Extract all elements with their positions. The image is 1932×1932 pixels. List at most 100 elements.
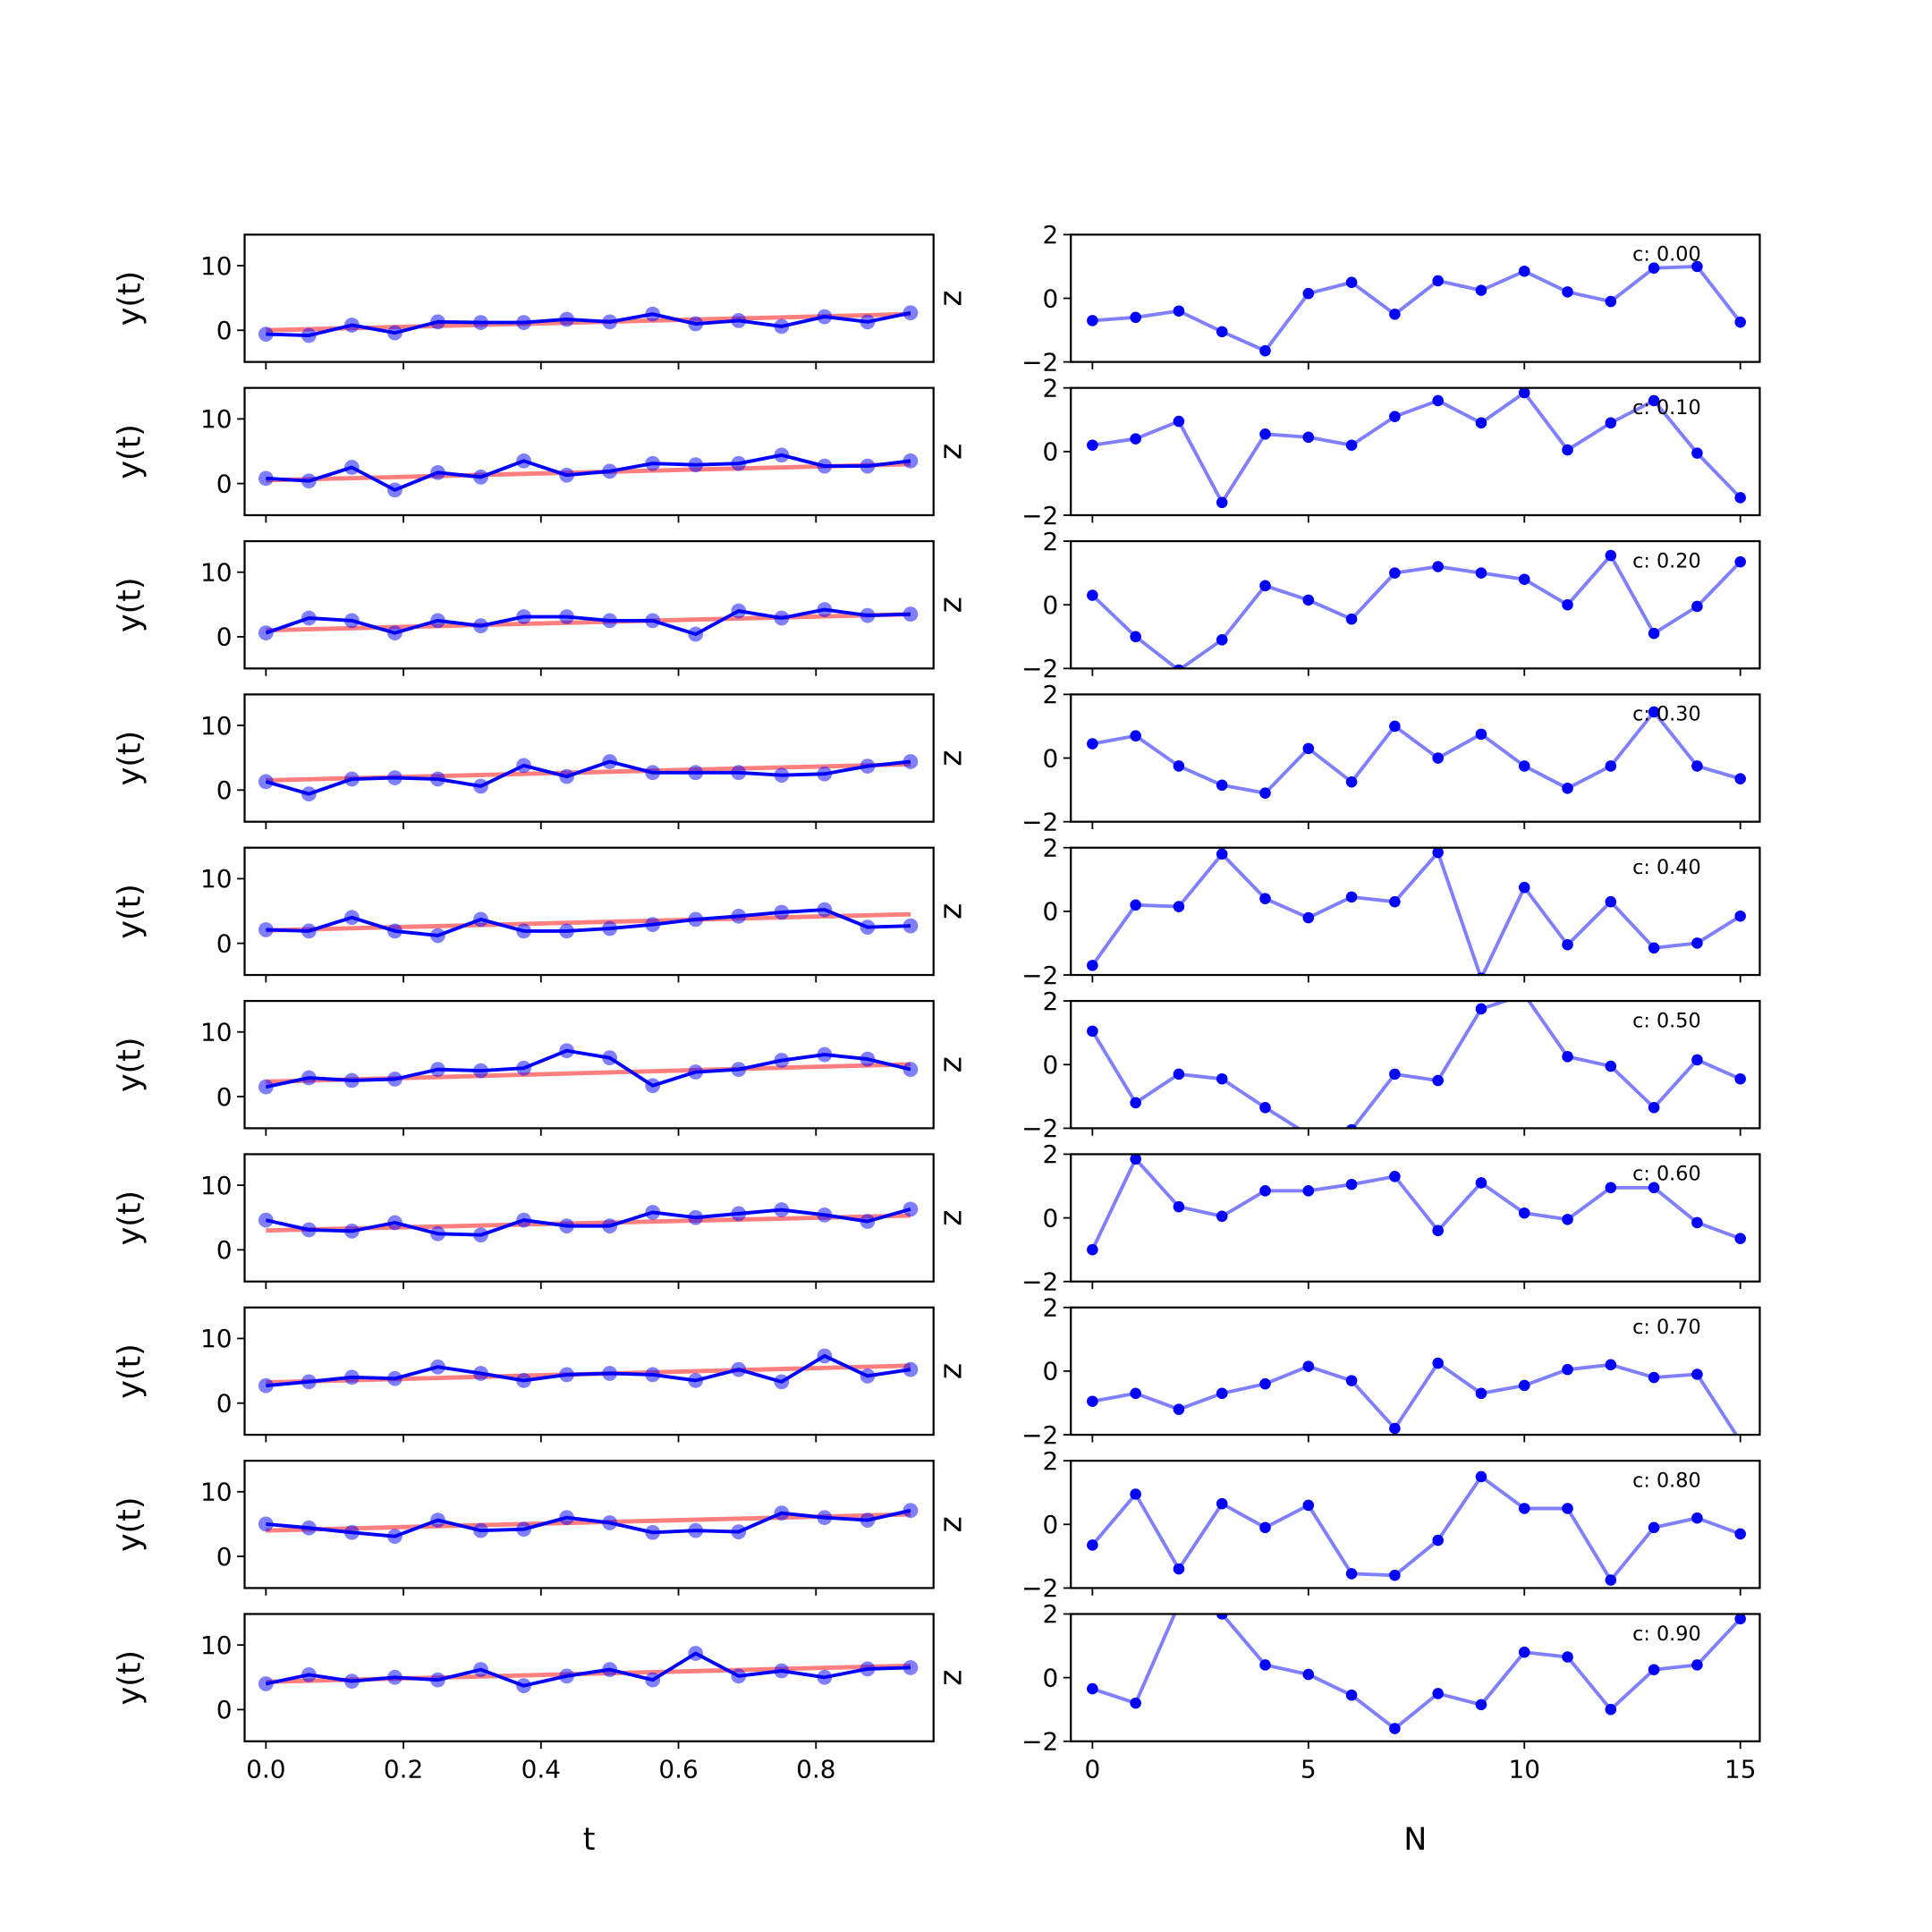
plot-area <box>258 754 919 802</box>
y-tick-label: 2 <box>1043 1293 1059 1323</box>
data-point <box>1475 284 1487 296</box>
data-point <box>1389 567 1401 579</box>
x-tick-label: 0.6 <box>658 1754 698 1784</box>
x-tick-label: 0.0 <box>246 1754 285 1784</box>
data-point <box>1259 893 1271 904</box>
y-tick-label: 2 <box>1043 987 1059 1016</box>
subplot: 0 10 y(t) <box>112 539 935 676</box>
data-point <box>1432 394 1444 407</box>
y-tick-label: 2 <box>1043 1599 1059 1629</box>
y-axis-label: y(t) <box>112 1037 148 1092</box>
data-point <box>1345 1568 1358 1580</box>
plot-area <box>1087 706 1746 799</box>
data-point <box>1734 1614 1746 1625</box>
data-point <box>1259 1521 1271 1534</box>
y-tick-label: 10 <box>200 557 233 587</box>
y-axis-label: z <box>933 903 969 919</box>
y-tick-label: 0 <box>1043 1357 1059 1386</box>
data-point <box>1087 1243 1098 1256</box>
plot-area <box>258 1348 919 1394</box>
y-tick-label: −2 <box>1021 347 1058 377</box>
y-tick-label: −2 <box>1021 1420 1058 1450</box>
data-point <box>1259 1659 1271 1671</box>
subplot: −2 0 2 z c: 0.80 <box>933 1446 1761 1603</box>
data-point <box>1648 394 1660 407</box>
axes-frame <box>243 233 935 363</box>
series-line <box>1090 851 1741 976</box>
data-point <box>1173 1563 1185 1575</box>
data-point <box>1216 848 1228 860</box>
data-point <box>1216 634 1228 646</box>
y-tick-label: 0 <box>1043 743 1059 773</box>
annotation: c: 0.40 <box>1632 856 1701 879</box>
y-tick-label: 2 <box>1043 373 1059 402</box>
data-point <box>902 1361 919 1377</box>
data-point <box>1648 262 1660 274</box>
series-line <box>1090 1001 1741 1129</box>
data-point <box>1087 315 1098 326</box>
axes-frame <box>1070 1613 1761 1742</box>
data-point <box>1518 1379 1530 1392</box>
data-point <box>1518 573 1530 585</box>
annotation: c: 0.90 <box>1632 1623 1701 1646</box>
data-point <box>1691 1659 1703 1671</box>
data-point <box>1734 492 1746 504</box>
y-tick-label: 0 <box>1043 897 1059 927</box>
axes-frame <box>243 693 935 823</box>
plot-area <box>1087 1357 1739 1436</box>
data-point <box>1518 760 1530 772</box>
data-point <box>1130 631 1141 643</box>
data-point <box>258 1079 274 1095</box>
y-tick-label: −2 <box>1021 654 1058 683</box>
plot-area <box>1087 549 1746 669</box>
data-point <box>1173 1068 1185 1080</box>
plot-area <box>258 1043 919 1095</box>
data-point <box>1605 417 1617 429</box>
data-point <box>1087 1682 1098 1695</box>
axes-frame <box>1070 999 1761 1130</box>
series-line <box>266 908 911 937</box>
data-point <box>1562 938 1573 951</box>
y-tick-label: 0 <box>216 623 233 652</box>
data-point <box>258 1212 274 1228</box>
data-point <box>1648 942 1660 954</box>
data-point <box>1475 1387 1487 1400</box>
x-tick-label: 0.8 <box>796 1754 835 1784</box>
data-point <box>902 453 919 469</box>
data-point <box>1389 895 1401 908</box>
data-point <box>1648 1101 1660 1114</box>
y-tick-label: 10 <box>200 404 233 434</box>
annotation: c: 0.80 <box>1632 1469 1701 1492</box>
x-axis-label: t <box>583 1822 596 1858</box>
data-point <box>1389 1068 1401 1080</box>
data-point <box>1345 613 1358 625</box>
y-tick-label: 0 <box>216 1082 233 1112</box>
annotation: c: 0.60 <box>1632 1163 1701 1186</box>
y-tick-label: −2 <box>1021 807 1058 836</box>
y-tick-label: −2 <box>1021 961 1058 990</box>
data-point <box>1432 1074 1444 1087</box>
subplot: −2 0 2 z c: 0.40 <box>933 833 1761 990</box>
series-line <box>1092 264 1742 353</box>
y-tick-label: −2 <box>1021 1573 1058 1603</box>
data-point <box>902 754 919 769</box>
data-point <box>902 1201 919 1217</box>
data-point <box>1345 1178 1358 1191</box>
plot-area <box>258 447 919 498</box>
y-tick-label: 0 <box>1043 284 1059 313</box>
data-point <box>1605 295 1617 308</box>
data-point <box>1475 1470 1487 1483</box>
data-point <box>1518 387 1530 399</box>
x-tick-label: 15 <box>1724 1754 1756 1784</box>
axes-frame <box>243 386 935 517</box>
data-point <box>1734 555 1746 568</box>
plot-area <box>1087 1154 1746 1256</box>
plot-area <box>1087 387 1746 509</box>
data-point <box>1734 773 1746 784</box>
y-axis-label: y(t) <box>112 424 148 479</box>
subplot: 0 10 y(t) <box>112 1306 935 1443</box>
x-tick-label: 0.4 <box>521 1754 561 1784</box>
data-point <box>1173 901 1185 912</box>
y-tick-label: 10 <box>200 1324 233 1353</box>
